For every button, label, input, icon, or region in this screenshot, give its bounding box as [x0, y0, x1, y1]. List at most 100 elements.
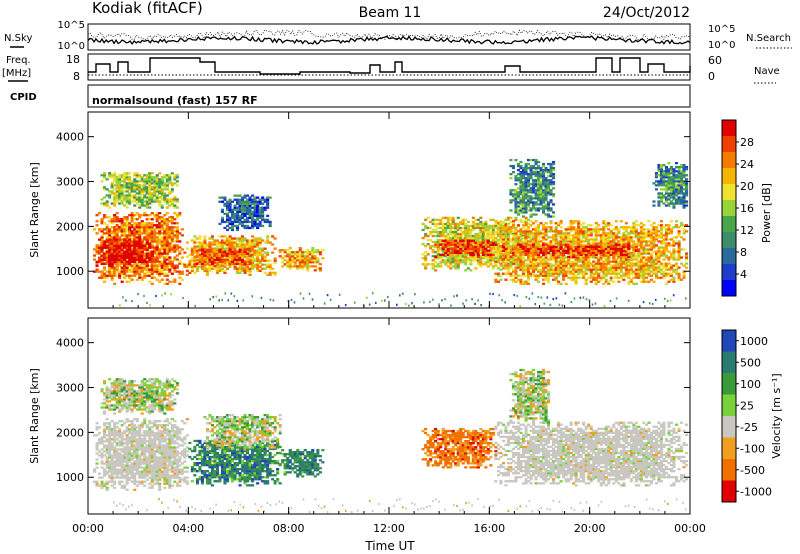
echo-cell [135, 254, 139, 257]
echo-cell [549, 270, 553, 273]
echo-cell [228, 222, 232, 226]
echo-cell [579, 246, 583, 249]
echo-cell [441, 230, 445, 234]
echo-cell [499, 259, 503, 262]
echo-cell [489, 224, 493, 228]
echo-cell [306, 253, 310, 256]
echo-cell [108, 266, 112, 269]
echo-cell [251, 239, 255, 242]
echo-cell [471, 216, 475, 219]
echo-cell [200, 245, 204, 248]
echo-cell [133, 256, 137, 259]
echo-cell [180, 248, 184, 251]
echo-cell [494, 224, 498, 228]
echo-cell [439, 239, 443, 242]
echo-cell [612, 244, 616, 247]
echo-cell [163, 250, 167, 253]
echo-cell [198, 256, 202, 259]
echo-cell [446, 216, 450, 219]
echo-cell [602, 262, 606, 265]
echo-cell [138, 186, 142, 189]
echo-cell [444, 253, 448, 256]
echo-cell [150, 268, 154, 271]
echo-cell [474, 247, 478, 250]
echo-cell [647, 244, 651, 247]
echo-cell [594, 230, 598, 233]
echo-cell [120, 194, 124, 197]
echo-cell [544, 256, 548, 259]
echo-cell [190, 257, 194, 260]
echo-cell [133, 188, 137, 191]
echo-cell [145, 190, 149, 193]
echo-cell [559, 270, 563, 273]
echo-cell [165, 250, 169, 253]
echo-cell [654, 262, 658, 265]
echo-cell [569, 226, 573, 229]
echo-cell [436, 230, 440, 234]
echo-cell [210, 256, 214, 259]
echo-cell [549, 258, 553, 261]
echo-cell [454, 239, 458, 242]
echo-cell [521, 256, 525, 259]
echo-cell [160, 262, 164, 265]
echo-cell [667, 232, 671, 235]
echo-cell [496, 253, 500, 256]
echo-cell [105, 200, 109, 203]
echo-cell [647, 266, 651, 269]
echo-cell [644, 264, 648, 267]
echo-cell [226, 202, 230, 205]
echo-cell [138, 272, 142, 275]
echo-cell [459, 243, 463, 246]
echo-cell [123, 264, 127, 267]
echo-cell [664, 224, 668, 227]
echo-cell [160, 272, 164, 275]
echo-cell [506, 264, 510, 267]
echo-cell [627, 240, 631, 243]
echo-cell [577, 220, 581, 223]
echo-cell [170, 272, 174, 275]
echo-cell [243, 208, 247, 211]
echo-cell [266, 259, 270, 262]
echo-cell [649, 274, 653, 277]
echo-cell [145, 230, 149, 233]
echo-cell [113, 260, 117, 263]
echo-cell [662, 276, 666, 279]
echo-cell [657, 256, 661, 259]
echo-cell [579, 240, 583, 243]
echo-cell [446, 222, 450, 226]
echo-cell [509, 232, 513, 236]
echo-cell [233, 220, 237, 224]
echo-cell [105, 178, 109, 181]
echo-cell [215, 271, 219, 274]
echo-cell [128, 258, 132, 261]
echo-cell [519, 247, 523, 250]
echo-cell [534, 220, 538, 223]
echo-cell [579, 234, 583, 237]
echo-cell [158, 256, 162, 259]
echo-cell [158, 252, 162, 255]
echo-cell [669, 230, 673, 233]
echo-cell [271, 271, 275, 274]
echo-cell [469, 245, 473, 248]
echo-cell [125, 230, 129, 233]
nsearch-tick-bottom: 10^0 [708, 40, 735, 51]
echo-cell [158, 238, 162, 241]
echo-cell [236, 254, 240, 257]
echo-cell [486, 239, 490, 242]
echo-cell [592, 245, 596, 248]
echo-cell [594, 253, 598, 256]
echo-cell [155, 214, 159, 217]
echo-cell [527, 270, 531, 273]
echo-cell [226, 218, 230, 221]
echo-cell [163, 264, 167, 267]
echo-cell [499, 262, 503, 265]
echo-cell [105, 246, 109, 249]
echo-cell [444, 243, 448, 246]
echo-cell [220, 250, 224, 253]
echo-cell [514, 244, 518, 247]
echo-cell [113, 232, 117, 235]
echo-cell [677, 234, 681, 237]
echo-cell [138, 252, 142, 255]
echo-cell [619, 264, 623, 267]
echo-cell [434, 251, 438, 254]
